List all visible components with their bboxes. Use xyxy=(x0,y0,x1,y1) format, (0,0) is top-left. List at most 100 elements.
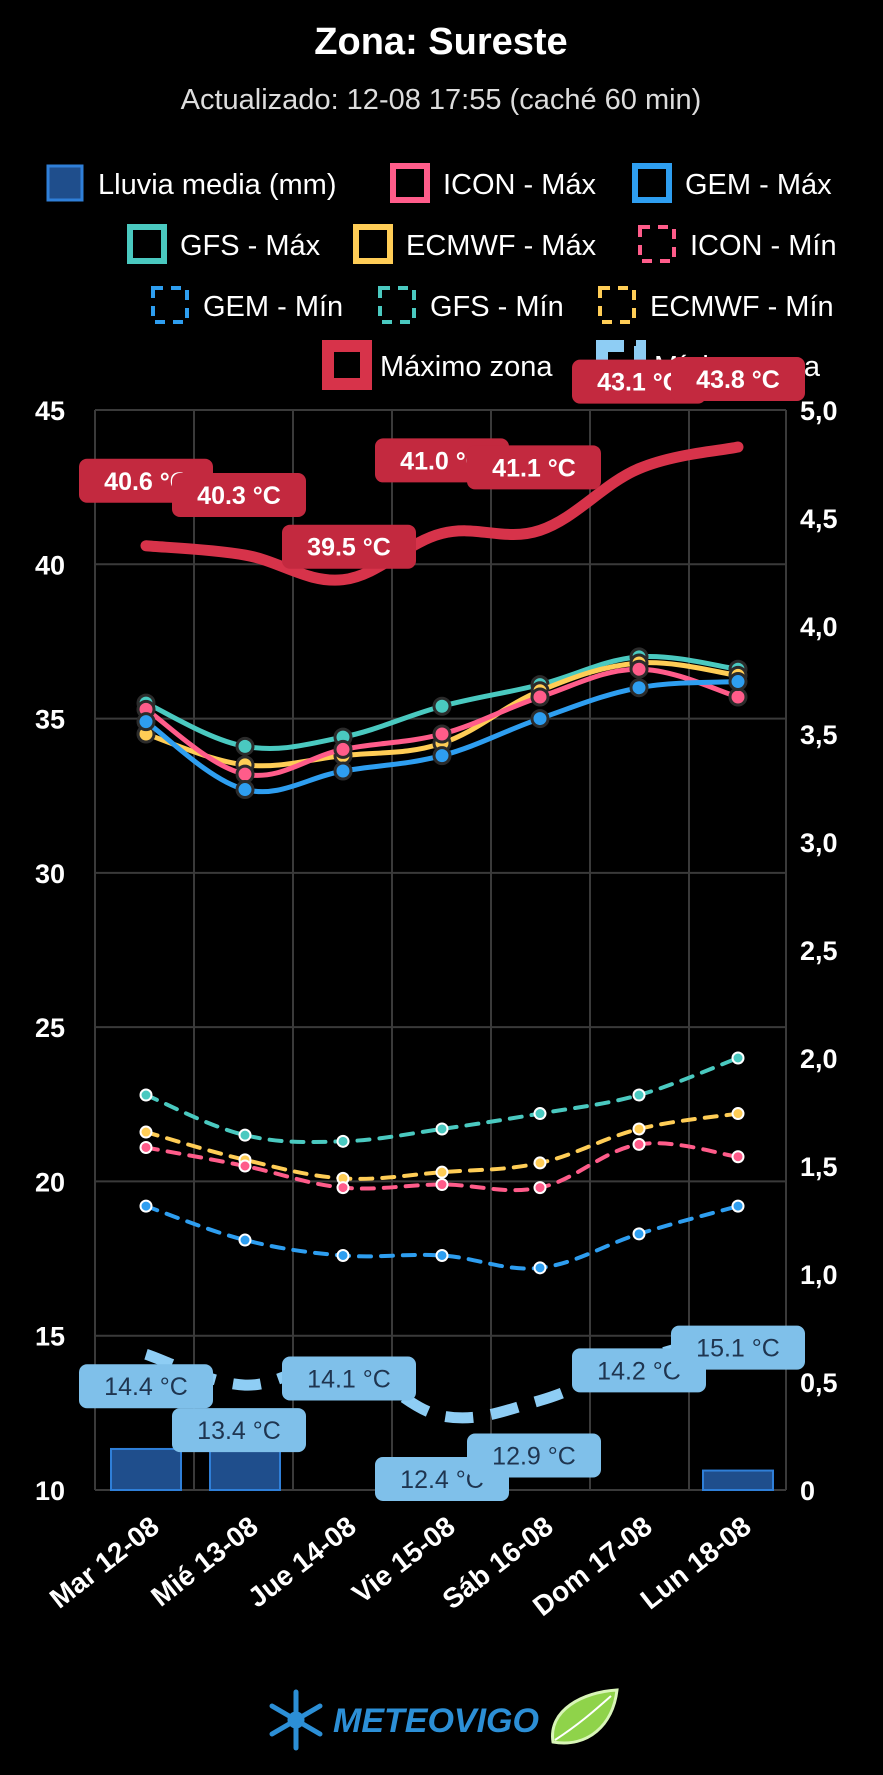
label-minimo-zona: 13.4 °C xyxy=(172,1408,306,1453)
legend-item: Lluvia media (mm) xyxy=(46,164,337,202)
x-tick: Mar 12-08 xyxy=(44,1510,165,1614)
logo-text: METEOVIGO xyxy=(333,1702,539,1740)
x-tick: Lun 18-08 xyxy=(635,1510,757,1615)
point-icon-min xyxy=(533,1181,547,1195)
point-icon-max xyxy=(530,687,550,707)
point-gem-min xyxy=(139,1199,153,1213)
legend-item: GFS - Máx xyxy=(127,224,321,264)
label-box xyxy=(467,445,601,490)
legend-label: ECMWF - Mín xyxy=(650,291,834,323)
point-gem-max xyxy=(136,712,156,732)
legend-label: GFS - Máx xyxy=(180,230,321,262)
rain-bar xyxy=(209,1445,281,1492)
logo: METEOVIGO xyxy=(269,1688,619,1751)
y-left-tick: 35 xyxy=(35,705,65,735)
y-left-tick: 45 xyxy=(35,396,65,426)
label-box xyxy=(671,357,805,402)
label-text: 39.5 °C xyxy=(307,534,391,562)
series-line-maximo-zona xyxy=(140,441,744,586)
point-gem-min xyxy=(632,1227,646,1241)
label-text: 41.1 °C xyxy=(492,454,576,482)
point-gfs-min xyxy=(731,1051,745,1065)
rain-bar xyxy=(702,1469,774,1492)
label-maximo-zona: 39.5 °C xyxy=(282,524,416,569)
y-left-tick: 25 xyxy=(35,1013,65,1043)
label-maximo-zona: 40.3 °C xyxy=(172,473,306,518)
legend-item: GEM - Mín xyxy=(151,286,343,324)
point-gem-max xyxy=(728,672,748,692)
point-icon-min xyxy=(139,1140,153,1154)
y-right-tick: 5,0 xyxy=(800,396,838,426)
y-right-tick: 0,5 xyxy=(800,1368,838,1398)
point-icon-min xyxy=(731,1150,745,1164)
point-gfs-max xyxy=(432,696,452,716)
label-text: 14.2 °C xyxy=(597,1357,681,1385)
y-right-tick: 4,0 xyxy=(800,612,838,642)
label-box xyxy=(172,1408,306,1453)
label-text: 13.4 °C xyxy=(197,1417,281,1445)
point-gem-max xyxy=(530,709,550,729)
label-box xyxy=(282,1356,416,1401)
legend-item: ECMWF - Mín xyxy=(598,286,834,324)
legend-item: ICON - Máx xyxy=(390,163,597,203)
point-gfs-min xyxy=(238,1128,252,1142)
y-left-tick: 20 xyxy=(35,1167,65,1197)
y-left-tick: 40 xyxy=(35,550,65,580)
legend-swatch xyxy=(632,163,672,203)
update-subtitle: Actualizado: 12-08 17:55 (caché 60 min) xyxy=(181,84,702,116)
legend-swatch xyxy=(353,224,393,264)
legend-label: Lluvia media (mm) xyxy=(98,169,337,201)
y-right-tick: 2,5 xyxy=(800,936,838,966)
legend-label: ICON - Máx xyxy=(443,169,597,201)
label-minimo-zona: 15.1 °C xyxy=(671,1325,805,1370)
legend-swatch xyxy=(127,224,167,264)
point-gfs-min xyxy=(435,1122,449,1136)
y-right-tick: 3,0 xyxy=(800,828,838,858)
grid xyxy=(94,409,787,1491)
label-box xyxy=(467,1433,601,1478)
axes: 10 15 20 25 30 35 40 45 0 0,5 1,0 1,5 2,0 2,5 3,0 3,5 4,… xyxy=(35,396,838,1622)
legend-label: ECMWF - Máx xyxy=(406,230,597,262)
label-maximo-zona: 41.1 °C xyxy=(467,445,601,490)
point-gem-min xyxy=(731,1199,745,1213)
point-icon-max xyxy=(235,764,255,784)
y-right-tick: 1,0 xyxy=(800,1260,838,1290)
point-gfs-min xyxy=(139,1088,153,1102)
legend-swatch xyxy=(390,163,430,203)
point-ecmwf-min xyxy=(731,1107,745,1121)
point-gfs-min xyxy=(336,1134,350,1148)
legend: Lluvia media (mm) ICON - Máx GEM - Máx GFS … xyxy=(46,163,837,390)
legend-swatch xyxy=(378,286,416,324)
point-icon-max xyxy=(629,659,649,679)
y-left-tick: 10 xyxy=(35,1476,65,1506)
point-icon-max xyxy=(333,739,353,759)
point-gem-min xyxy=(238,1233,252,1247)
label-text: 43.8 °C xyxy=(696,366,780,394)
label-text: 14.1 °C xyxy=(307,1365,391,1393)
leaf-icon xyxy=(551,1688,619,1745)
point-gem-min xyxy=(533,1261,547,1275)
point-icon-max xyxy=(728,687,748,707)
legend-label: GEM - Mín xyxy=(203,291,343,323)
y-left-tick: 15 xyxy=(35,1322,65,1352)
y-left-tick: 30 xyxy=(35,859,65,889)
point-gfs-min xyxy=(533,1107,547,1121)
legend-label: GFS - Mín xyxy=(430,291,564,323)
legend-swatch xyxy=(46,164,84,202)
point-ecmwf-min xyxy=(533,1156,547,1170)
point-labels: 40.6 °C40.3 °C39.5 °C41.0 °C 41.1 °C43.1 … xyxy=(79,357,805,1501)
label-text: 15.1 °C xyxy=(696,1335,780,1363)
legend-item: Máximo zona xyxy=(322,340,553,390)
legend-swatch xyxy=(151,286,189,324)
legend-swatch xyxy=(638,225,676,263)
point-icon-min xyxy=(336,1181,350,1195)
point-icon-min xyxy=(238,1159,252,1173)
legend-item: GEM - Máx xyxy=(632,163,832,203)
label-text: 12.9 °C xyxy=(492,1443,576,1471)
legend-item: ICON - Mín xyxy=(638,225,837,263)
legend-item: GFS - Mín xyxy=(378,286,564,324)
snowflake-icon xyxy=(269,1689,323,1751)
legend-item: ECMWF - Máx xyxy=(353,224,597,264)
point-icon-min xyxy=(632,1137,646,1151)
y-right-tick: 4,5 xyxy=(800,504,838,534)
